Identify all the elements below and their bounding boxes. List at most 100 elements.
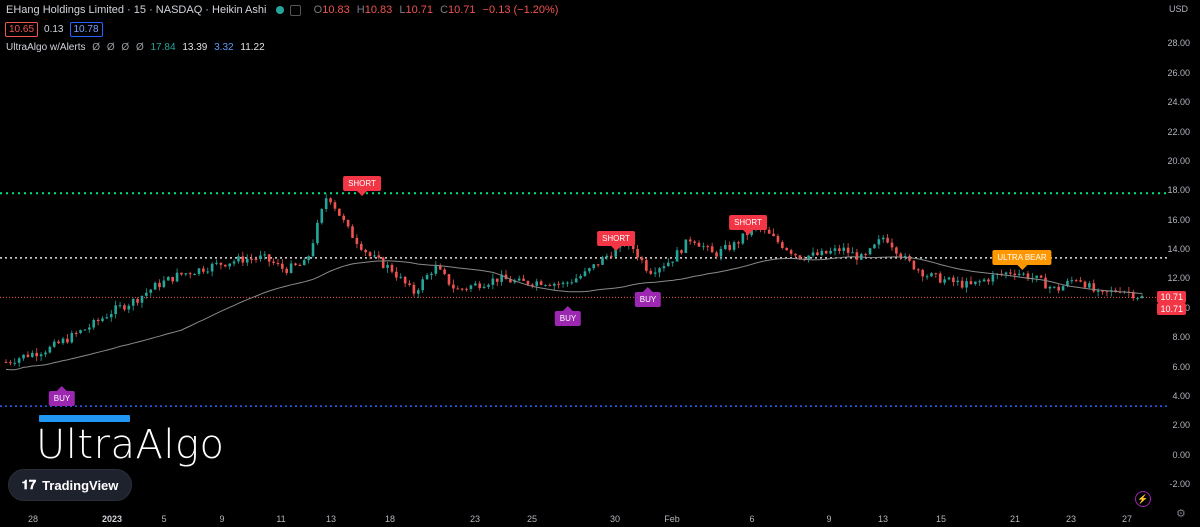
ask-button[interactable]: 10.78: [69, 22, 103, 37]
candle-body: [202, 268, 205, 272]
candle-body: [237, 256, 240, 262]
candle-body: [1039, 275, 1043, 278]
candle-body: [329, 198, 332, 203]
candle-body: [991, 274, 995, 282]
price-tick-label: 16.00: [1167, 214, 1190, 225]
candle-body: [377, 255, 381, 258]
candle-body: [92, 320, 96, 328]
settings-icon[interactable]: [289, 4, 301, 16]
candle-body: [614, 247, 617, 257]
candle-body: [320, 209, 324, 223]
candle-body: [373, 255, 376, 257]
candle-body: [943, 279, 946, 283]
candle-body: [478, 283, 481, 289]
candle-body: [824, 250, 828, 254]
price-tick-label: 12.00: [1167, 273, 1190, 284]
price-tick-label: 4.00: [1172, 390, 1190, 401]
candle-body: [219, 262, 223, 265]
candle-body: [1044, 277, 1047, 289]
symbol-title[interactable]: EHang Holdings Limited · 15 · NASDAQ · H…: [6, 4, 267, 16]
time-tick-label: 9: [826, 514, 832, 524]
candle-body: [57, 341, 60, 344]
candle-body: [574, 278, 578, 283]
candle-body: [474, 283, 477, 286]
candle-body: [811, 252, 815, 256]
candle-body: [114, 305, 117, 315]
candle-body: [66, 338, 69, 343]
price-tick-label: 14.00: [1167, 244, 1190, 254]
tradingview-badge[interactable]: 𝟏𝟕 TradingView: [8, 469, 132, 501]
time-tick-label: 30: [609, 514, 621, 524]
candle-body: [667, 262, 670, 267]
candle-body: [566, 282, 569, 284]
last-price-tag: 10.71: [1157, 291, 1186, 303]
change-value: −0.13 (−1.20%): [482, 4, 559, 16]
candle-body: [166, 276, 170, 281]
candle-body: [1074, 280, 1078, 282]
price-tick-label: -2.00: [1169, 479, 1190, 489]
candle-body: [368, 252, 372, 257]
candle-body: [531, 284, 534, 286]
candle-body: [188, 273, 192, 275]
candle-body: [728, 244, 732, 250]
candle-body: [960, 280, 964, 288]
candle-body: [864, 254, 867, 256]
candle-body: [425, 275, 429, 280]
candle-body: [890, 242, 894, 248]
candle-body: [658, 268, 661, 273]
time-tick-label: 23: [469, 514, 481, 524]
candle-body: [539, 281, 543, 285]
candle-body: [710, 246, 714, 253]
candle-body: [1066, 280, 1069, 287]
candle-body: [737, 242, 740, 244]
candle-body: [535, 281, 539, 286]
candle-body: [877, 239, 881, 245]
candle-body: [719, 248, 723, 257]
candle-body: [741, 233, 745, 244]
candle-body: [938, 273, 942, 283]
candle-body: [1083, 281, 1087, 288]
bid-button[interactable]: 10.65: [5, 22, 39, 37]
candle-body: [412, 284, 416, 294]
candle-body: [289, 263, 293, 273]
gear-icon[interactable]: ⚙: [1176, 508, 1186, 520]
candle-body: [259, 255, 262, 260]
candle-body: [912, 260, 916, 270]
candle-body: [767, 229, 771, 234]
price-tick-label: 28.00: [1167, 38, 1190, 49]
indicator-name[interactable]: UltraAlgo w/Alerts: [6, 42, 86, 53]
candle-body: [408, 283, 411, 285]
candle-body: [1079, 280, 1082, 282]
candle-body: [430, 273, 433, 276]
candle-body: [342, 215, 346, 220]
candle-body: [184, 273, 188, 275]
candle-body: [675, 250, 679, 262]
candle-body: [561, 282, 565, 284]
chart-header: EHang Holdings Limited · 15 · NASDAQ · H…: [6, 4, 562, 16]
candle-body: [22, 354, 25, 359]
candle-body: [399, 276, 403, 278]
lightning-icon[interactable]: ⚡: [1135, 491, 1151, 507]
candle-body: [917, 269, 920, 271]
candle-body: [311, 243, 315, 257]
candle-body: [118, 305, 122, 307]
indicator-legend[interactable]: UltraAlgo w/Alerts Ø Ø Ø Ø 17.84 13.39 3…: [6, 42, 265, 53]
candle-body: [434, 265, 438, 274]
candle-body: [706, 246, 710, 248]
candle-body: [544, 284, 547, 286]
candle-body: [162, 280, 166, 288]
currency-selector[interactable]: USD: [1168, 4, 1188, 14]
candle-body: [307, 256, 310, 261]
price-tick-label: 0.00: [1172, 449, 1190, 460]
candle-body: [1140, 296, 1144, 298]
candle-body: [899, 253, 903, 258]
candle-body: [978, 281, 982, 283]
time-tick-label: 9: [219, 514, 225, 524]
time-tick-label: 21: [1009, 514, 1021, 524]
candle-body: [588, 268, 591, 272]
candle-body: [74, 332, 78, 334]
price-tick-label: 20.00: [1167, 155, 1190, 166]
indicator-zero: Ø: [106, 42, 115, 53]
candle-body: [294, 263, 297, 266]
